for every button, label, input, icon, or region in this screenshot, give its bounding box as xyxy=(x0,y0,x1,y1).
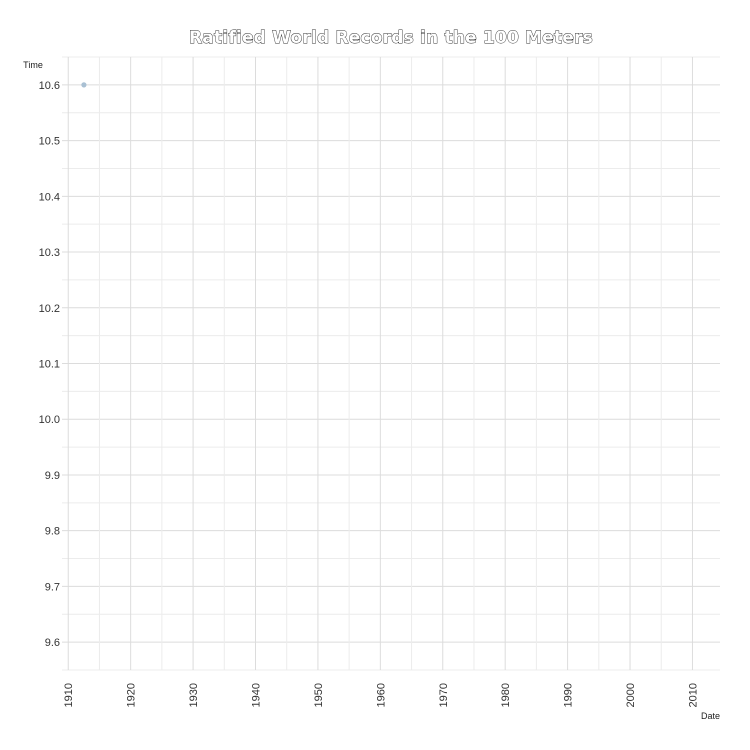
x-tick-label: 1960 xyxy=(375,683,387,707)
y-tick-label: 9.7 xyxy=(45,581,60,593)
y-tick-label: 9.9 xyxy=(45,470,60,482)
data-point[interactable] xyxy=(81,82,87,88)
x-tick-label: 1980 xyxy=(500,683,512,707)
x-tick-label: 1970 xyxy=(438,683,450,707)
chart-title: Ratified World Records in the 100 Meters xyxy=(189,28,593,48)
x-tick-label: 2010 xyxy=(687,683,699,707)
x-tick-label: 1910 xyxy=(63,683,75,707)
x-tick-label: 2000 xyxy=(625,683,637,707)
x-tick-labels: 1910 1920 1930 1940 1950 1960 1970 1980 1990 2000… xyxy=(63,683,699,707)
x-axis-title: Date xyxy=(701,711,720,721)
x-tick-label: 1950 xyxy=(313,683,325,707)
x-tick-label: 1920 xyxy=(126,683,138,707)
grid xyxy=(62,56,720,671)
y-tick-label: 10.3 xyxy=(39,247,60,259)
y-tick-label: 9.8 xyxy=(45,526,60,538)
data-points xyxy=(81,82,87,88)
y-axis-title: Time xyxy=(23,60,43,70)
y-tick-labels: 9.6 9.7 9.8 9.9 10.0 10.1 10.2 10.3 10.4 10.5 10.6 xyxy=(39,80,60,649)
x-tick-label: 1930 xyxy=(188,683,200,707)
y-tick-label: 10.4 xyxy=(39,191,60,203)
y-tick-label: 10.0 xyxy=(39,414,60,426)
y-tick-label: 10.6 xyxy=(39,80,60,92)
y-tick-label: 10.1 xyxy=(39,359,60,371)
y-tick-label: 10.2 xyxy=(39,303,60,315)
y-tick-label: 9.6 xyxy=(45,637,60,649)
x-tick-label: 1990 xyxy=(563,683,575,707)
x-tick-label: 1940 xyxy=(251,683,263,707)
y-tick-label: 10.5 xyxy=(39,136,60,148)
